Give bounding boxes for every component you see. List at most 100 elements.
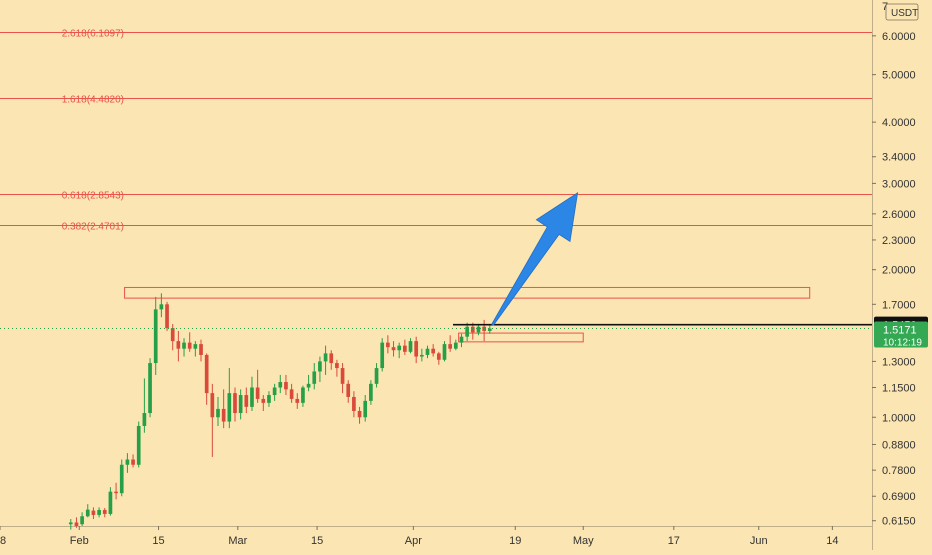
candle [306,374,311,392]
candle [165,301,169,331]
candle-body [301,387,305,403]
candle-body [153,309,158,364]
candle [68,519,73,530]
price-tick-label: 3.0000 [882,178,916,190]
candle-body [459,336,464,343]
time-tick-label: Apr [405,535,422,547]
zone-rectangle[interactable] [458,332,584,343]
candle-body [227,393,232,422]
candle-body [357,410,362,418]
candle-body [159,304,164,310]
candle [335,359,339,377]
candle [136,421,141,468]
candle [85,504,90,518]
candle [448,335,452,352]
candle [391,341,396,357]
candle-body [278,382,283,388]
candle-body [448,344,452,349]
candle [374,363,379,388]
candle-body [414,341,419,357]
candle [182,338,186,357]
candle [204,353,209,405]
candle-body [221,408,226,422]
candle-body [487,328,492,331]
time-tick-label: 15 [152,535,164,547]
candle [261,395,266,411]
candle-body [97,509,101,515]
candle-body [284,382,288,390]
candle-body [261,398,266,403]
candle [153,296,158,375]
time-tick-label: May [573,535,594,547]
candle [352,391,356,418]
candle [187,332,192,352]
candle-body [465,326,469,337]
price-tick-label: 3.4000 [882,152,916,164]
candle-body [91,510,96,515]
candle [238,389,243,420]
candle-body [335,363,339,369]
price-tick-label: 2.6000 [882,209,916,221]
candles-layer [68,293,492,530]
zones-layer[interactable] [124,286,811,343]
candle [74,517,79,528]
candle [295,393,300,409]
candle [408,338,413,354]
candle-body [312,371,317,384]
candle-body [255,387,260,399]
candle [453,339,458,351]
time-tick-label: 19 [509,535,521,547]
candle [193,341,198,357]
currency-label: USDT [891,8,918,19]
candle-body [74,522,79,526]
candle [431,344,436,357]
fibonacci-levels[interactable]: 2.618(6.1097) 1.618(4.4820) 0.618(2.8543) 0… [0,29,872,233]
candle-body [403,345,407,352]
candle [244,387,249,414]
target-arrow[interactable] [491,191,579,326]
candle-body [442,344,447,360]
price-axis-ticks: 6.0000 5.0000 4.0000 3.4000 3.0000 2.6000 2.30… [872,31,916,528]
candle [221,389,226,429]
price-tick-label: 1.0000 [882,412,916,424]
candle [425,345,430,359]
time-tick-label: Jun [750,535,768,547]
candle-body [346,383,351,397]
price-axis-top-partial: 7 [882,1,888,13]
candle-body [289,389,294,399]
candle-body [397,345,402,351]
candle-body [136,425,141,465]
candle-body [85,509,90,517]
candle-body [216,408,220,418]
candle [420,348,424,362]
price-tick-label: 0.6150 [882,516,916,528]
fib-level-label: 0.382(2.4701) [62,222,124,233]
candle-body [352,396,356,411]
zone-rectangle[interactable] [124,286,811,299]
candle [233,387,237,422]
candle [386,335,390,354]
candle-body [238,395,243,414]
price-tick-label: 0.6900 [882,491,916,503]
candle [97,507,101,518]
price-tick-label: 2.0000 [882,265,916,277]
countdown-label: 10:12:19 [883,338,922,349]
candle-body [119,464,124,494]
candle [108,487,113,516]
time-tick-label: 14 [826,535,838,547]
candle [487,325,492,334]
candle-body [272,387,277,396]
time-tick-label: 18 [0,535,6,547]
candle [250,376,254,411]
axes-layer: 7 USDT [0,0,919,550]
candle-body [210,393,215,418]
price-tick-label: 2.3000 [882,235,916,247]
candle [119,459,124,497]
price-tick-label: 4.0000 [882,117,916,129]
currency-badge[interactable] [885,3,919,21]
candle [267,391,271,407]
overlay-layer[interactable] [0,191,872,330]
candle-body [363,400,368,418]
